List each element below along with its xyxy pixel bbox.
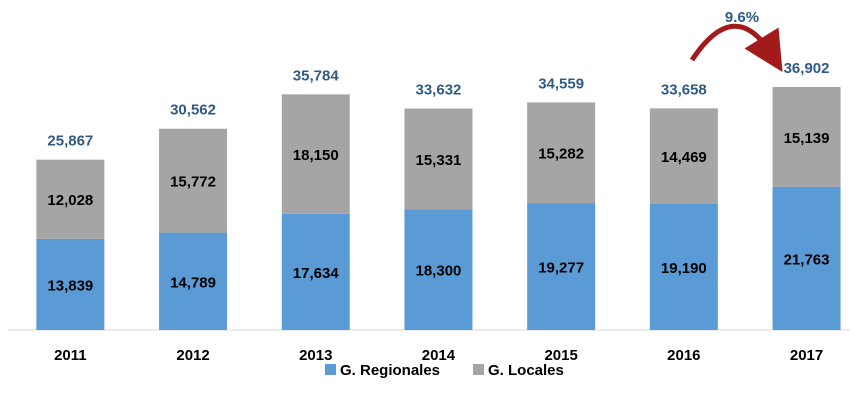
legend-swatch [325,364,336,375]
x-tick-label: 2012 [176,347,209,364]
bar-segment [772,186,841,330]
total-label: 35,784 [293,67,340,84]
legend-label: G. Locales [488,362,564,379]
x-tick-label: 2016 [667,347,700,364]
legend-swatch [473,364,484,375]
value-label: 19,277 [538,259,584,276]
value-label: 18,150 [293,147,339,164]
bar-segment [159,128,228,233]
growth-arrow [689,23,783,73]
value-label: 15,772 [170,174,216,191]
value-label: 12,028 [47,192,93,209]
bar-segment [281,213,350,330]
x-tick-label: 2015 [544,347,577,364]
total-label: 36,902 [784,60,830,77]
bar-segment [527,203,596,330]
value-label: 17,634 [293,265,340,282]
total-label: 33,658 [661,81,707,98]
bar-segment [36,159,105,239]
value-label: 15,139 [784,130,830,147]
annotation: 9.6% [725,9,759,26]
bar-segment [772,87,841,187]
value-label: 18,300 [416,263,462,280]
value-label: 15,282 [538,146,584,163]
total-label: 33,632 [416,82,462,99]
bar-segment [404,108,473,210]
bar-segment [159,232,228,330]
value-label: 15,331 [416,152,462,169]
bar-segment [404,209,473,330]
value-label: 13,839 [47,277,93,294]
bar-segment [649,108,718,204]
x-tick-label: 2017 [790,347,823,364]
value-label: 14,469 [661,149,707,166]
bar-segment [281,94,350,214]
x-tick-label: 2013 [299,347,332,364]
value-label: 14,789 [170,274,216,291]
value-label: 19,190 [661,260,707,277]
total-label: 30,562 [170,102,216,119]
value-label: 21,763 [784,251,830,268]
bar-segment [36,238,105,330]
x-tick-label: 2014 [422,347,456,364]
total-label: 25,867 [47,133,93,150]
legend-label: G. Regionales [340,362,440,379]
bar-segment [527,102,596,204]
total-label: 34,559 [538,75,584,92]
x-tick-label: 2011 [54,347,87,364]
bar-segment [649,203,718,330]
